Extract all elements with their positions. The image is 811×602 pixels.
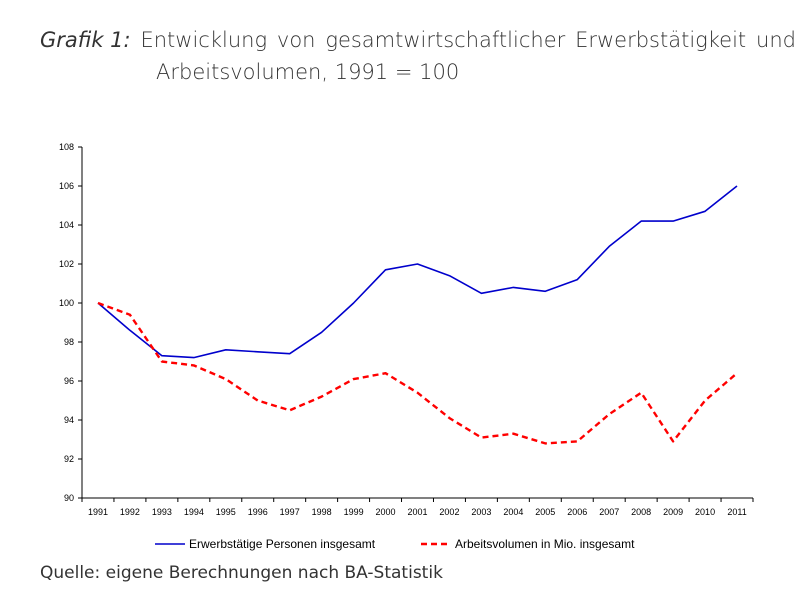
caption-prefix: Grafik 1: xyxy=(40,28,131,52)
y-tick-label: 96 xyxy=(64,376,74,386)
x-tick-label: 1997 xyxy=(280,507,300,517)
x-tick-label: 2009 xyxy=(663,507,683,517)
caption-word: gesamtwirtschaftlicher xyxy=(325,28,566,52)
x-tick-label: 2001 xyxy=(407,507,427,517)
x-tick-label: 1996 xyxy=(248,507,268,517)
y-tick-label: 108 xyxy=(59,142,74,152)
y-tick-label: 94 xyxy=(64,415,74,425)
x-tick-label: 2006 xyxy=(567,507,587,517)
x-tick-label: 2000 xyxy=(376,507,396,517)
y-tick-label: 102 xyxy=(59,259,74,269)
y-tick-label: 106 xyxy=(59,181,74,191)
x-tick-label: 2003 xyxy=(471,507,491,517)
y-tick-label: 92 xyxy=(64,454,74,464)
x-tick-label: 1994 xyxy=(184,507,204,517)
y-tick-label: 104 xyxy=(59,220,74,230)
line-chart: 90 92 94 96 98 100 102 104 106 108 1991 1992 1993 199… xyxy=(59,142,754,551)
y-tick-label: 100 xyxy=(59,298,74,308)
caption-line-2: Arbeitsvolumen, 1991 = 100 xyxy=(156,60,460,84)
legend-label-2: Arbeitsvolumen in Mio. insgesamt xyxy=(455,537,635,551)
y-tick-label: 90 xyxy=(64,493,74,503)
x-tick-label: 1999 xyxy=(344,507,364,517)
x-tick-label: 2011 xyxy=(727,507,746,517)
figure-caption: Grafik 1: Entwicklung von gesamtwirtscha… xyxy=(40,24,796,88)
x-tick-label: 1992 xyxy=(120,507,140,517)
x-tick-label: 2004 xyxy=(503,507,523,517)
caption-word: Erwerbstätigkeit xyxy=(575,28,747,52)
caption-line-1: Grafik 1: Entwicklung von gesamtwirtscha… xyxy=(40,24,796,56)
legend-label-1: Erwerbstätige Personen insgesamt xyxy=(189,537,376,551)
x-tick-label: 2002 xyxy=(439,507,459,517)
x-tick-label: 2007 xyxy=(599,507,619,517)
x-tick-label: 2010 xyxy=(695,507,715,517)
caption-word: Entwicklung xyxy=(140,28,268,52)
x-tick-label: 1993 xyxy=(152,507,172,517)
x-tick-label: 2005 xyxy=(535,507,555,517)
series-line-1 xyxy=(97,185,738,359)
caption-word: von xyxy=(276,28,316,52)
x-tick-label: 1998 xyxy=(312,507,332,517)
x-tick-label: 2008 xyxy=(631,507,651,517)
x-tick-label: 1995 xyxy=(216,507,236,517)
source-note: Quelle: eigene Berechnungen nach BA-Stat… xyxy=(40,563,443,583)
x-tick-label: 1991 xyxy=(88,507,108,517)
y-tick-label: 98 xyxy=(64,337,74,347)
series-line-2 xyxy=(97,301,738,445)
caption-word: und xyxy=(756,28,796,52)
